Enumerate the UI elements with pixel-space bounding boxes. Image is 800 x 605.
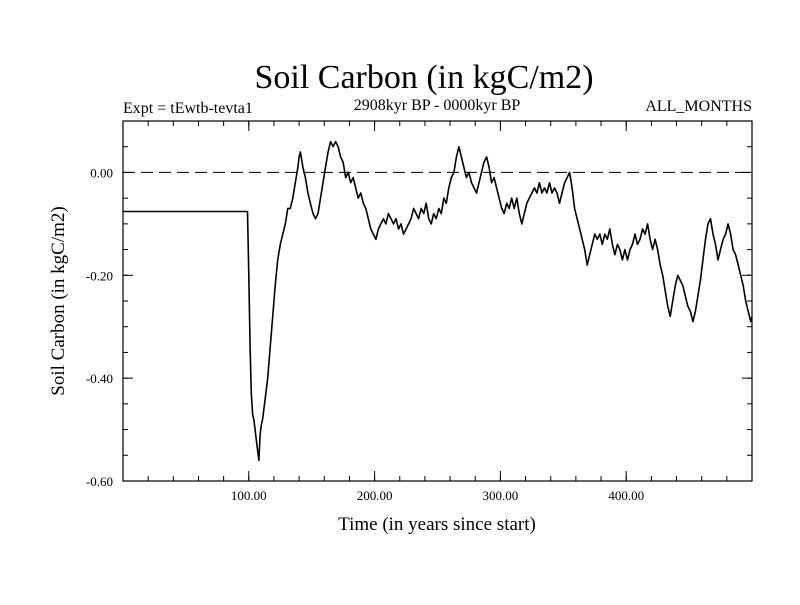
y-tick-label: -0.60 — [86, 474, 113, 489]
y-tick-label: -0.40 — [86, 371, 113, 386]
months-label: ALL_MONTHS — [645, 98, 752, 115]
y-tick-label: -0.20 — [86, 268, 113, 283]
x-tick-label: 200.00 — [357, 488, 393, 503]
x-tick-label: 400.00 — [608, 488, 644, 503]
plot-frame — [122, 120, 753, 482]
chart-subtitle: 2908kyr BP - 0000kyr BP — [354, 97, 521, 114]
plot-area: 100.00 200.00 300.00 400.00 0.00 -0.20 -0.40 -0… — [86, 120, 753, 503]
y-tick-label: 0.00 — [90, 165, 113, 180]
x-tick-label: 300.00 — [483, 488, 519, 503]
experiment-label: Expt = tEwtb-tevta1 — [123, 100, 253, 117]
x-axis-label: Time (in years since start) — [338, 514, 536, 535]
x-tick-label: 100.00 — [231, 488, 267, 503]
chart-title: Soil Carbon (in kgC/m2) — [254, 59, 593, 96]
y-axis-label: Soil Carbon (in kgC/m2) — [48, 206, 69, 395]
series-line-0 — [123, 140, 753, 462]
